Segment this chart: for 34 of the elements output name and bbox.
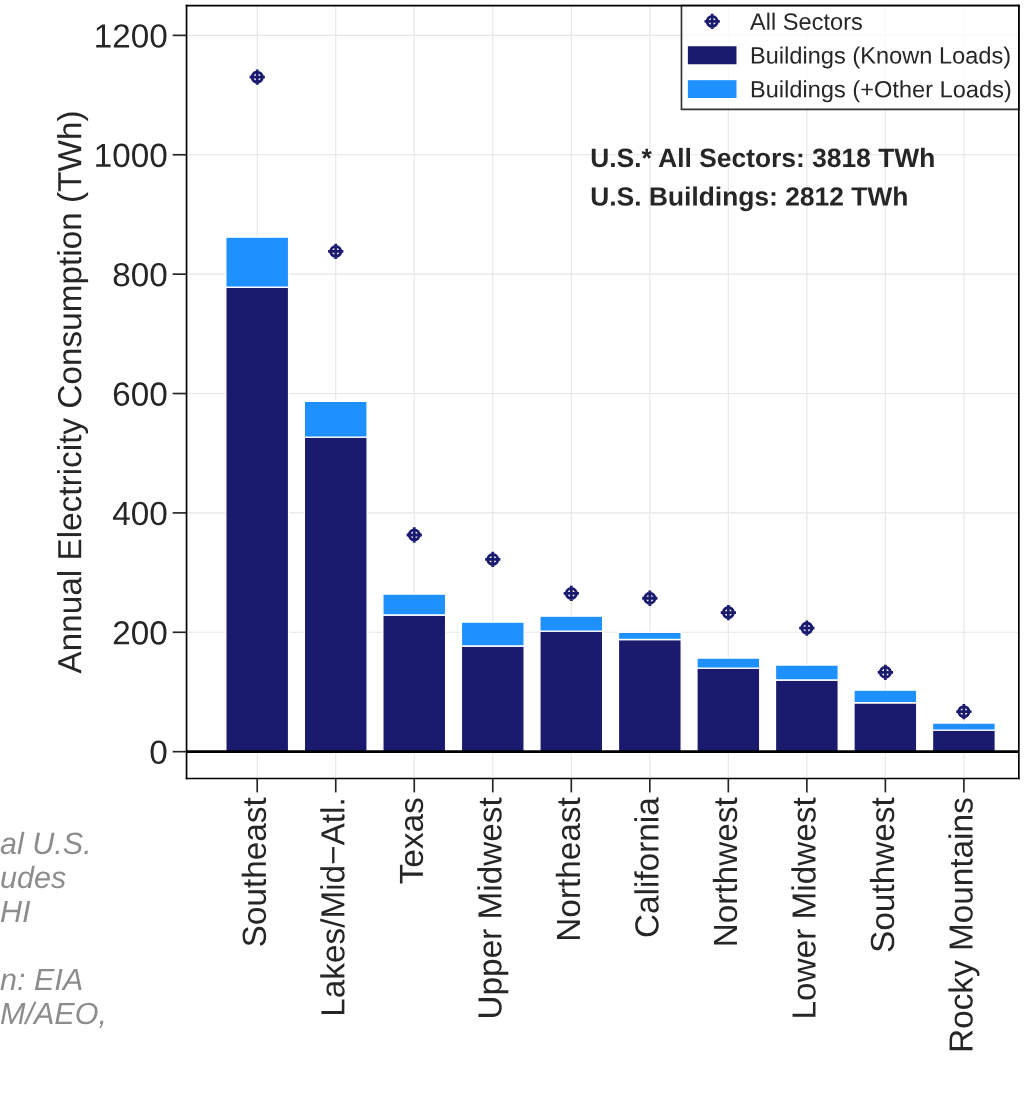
x-tick-label: Southwest <box>869 797 895 952</box>
legend-label: All Sectors <box>750 12 862 30</box>
x-tick-label: Lower Midwest <box>791 797 816 1017</box>
y-tick-label: 200 <box>113 621 167 645</box>
x-tick-label: Upper Midwest <box>477 797 509 1017</box>
point <box>483 550 502 569</box>
y-axis-title: Annual Electricity Consumption (TWh) <box>57 112 89 674</box>
y-tick-label: 1000 <box>96 143 167 168</box>
point <box>719 603 738 622</box>
annotation: U.S.* All Sectors: 3818 TWh <box>591 147 934 168</box>
y-tick-label: 800 <box>113 262 167 287</box>
point <box>562 584 581 603</box>
point <box>797 619 816 638</box>
annotation: U.S. Buildings: 2812 TWh <box>591 186 907 212</box>
x-tick-label: Northeast <box>555 797 581 940</box>
legend-label: Buildings (+Other Loads) <box>751 80 1011 103</box>
point <box>876 663 895 682</box>
x-tick-label: Southeast <box>241 797 267 946</box>
point <box>248 68 267 87</box>
point <box>405 525 424 545</box>
point <box>326 242 345 261</box>
y-tick-label: 600 <box>113 382 167 406</box>
x-tick-label: Lakes/Mid−Atl. <box>320 800 345 1015</box>
y-tick-label: 1200 <box>96 24 167 48</box>
y-tick-label: 0 <box>150 740 167 765</box>
text: al U.S. udes HI n: EIA M/AEO, <box>0 831 104 1028</box>
point <box>640 589 659 608</box>
x-tick-label: Texas <box>399 798 424 884</box>
x-tick-label: Rocky Mountains <box>948 798 980 1051</box>
point <box>954 702 973 721</box>
legend-label: Buildings (Known Loads) <box>751 46 1010 69</box>
y-tick-label: 400 <box>112 501 167 526</box>
x-tick-label: Northwest <box>712 797 738 945</box>
x-tick-label: California <box>634 797 659 937</box>
